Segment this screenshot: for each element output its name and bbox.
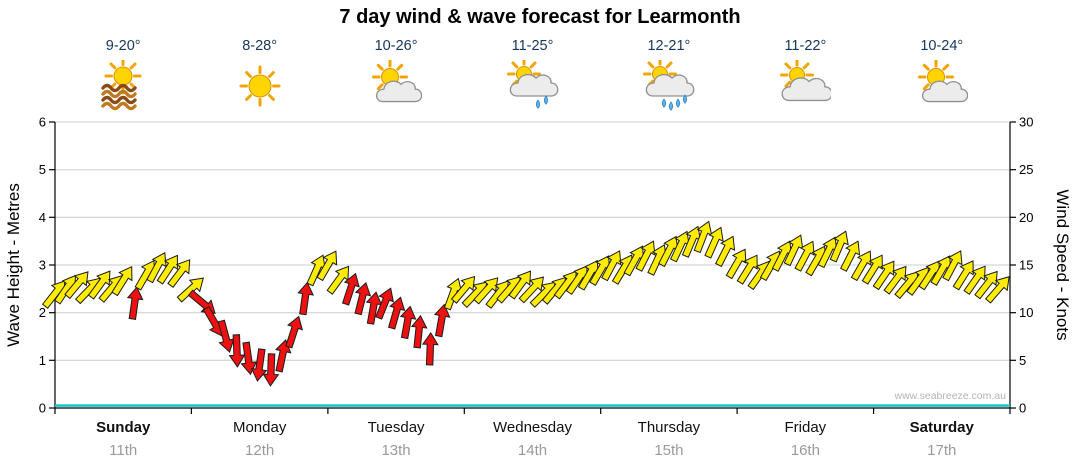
wind-arrow [156, 254, 178, 285]
gridlines [55, 121, 1010, 361]
wind-arrow [297, 281, 314, 316]
left-axis-tick-label: 2 [39, 305, 46, 320]
weather-icon-sunny [234, 60, 286, 112]
chart-title: 7 day wind & wave forecast for Learmonth [339, 6, 741, 28]
right-axis-tick-label: 20 [1019, 210, 1033, 225]
day-temp-sunday: 9-20° [105, 38, 141, 54]
day-temp-monday: 8-28° [242, 38, 278, 54]
wind-arrow [399, 305, 417, 340]
wind-arrow [872, 260, 895, 291]
right-axis-tick-label: 25 [1019, 162, 1033, 177]
wind-arrow [601, 250, 622, 282]
wind-arrow [518, 276, 545, 304]
wind-arrow [736, 254, 758, 285]
day-temp-thursday: 12-21° [647, 38, 691, 54]
day-date-thursday: 15th [654, 442, 684, 459]
day-name-wednesday: Wednesday [493, 419, 572, 436]
right-axis-tick-label: 0 [1019, 401, 1026, 416]
wind-arrow [354, 281, 372, 316]
wind-arrow [176, 277, 204, 303]
wind-arrow [829, 230, 849, 263]
wind-arrow [375, 287, 395, 320]
day-name-sunday: Sunday [96, 419, 151, 436]
wind-arrow [952, 260, 974, 291]
wind-arrow [635, 240, 656, 272]
wind-arrow [861, 254, 883, 285]
weather-icon-sun-over-water [97, 57, 149, 112]
left-axis: 0 1 2 3 4 5 6 [39, 115, 55, 416]
left-axis-tick-label: 5 [39, 162, 46, 177]
weather-icon-rain-showers [642, 57, 695, 112]
day-date-sunday: 11th [109, 442, 138, 459]
weather-icon-partly-cloudy [370, 59, 423, 112]
right-axis-tick-label: 10 [1019, 305, 1033, 320]
wind-arrow [942, 250, 963, 282]
wind-arrow [974, 270, 998, 300]
right-axis-tick-label: 15 [1019, 258, 1033, 273]
wind-arrow [984, 276, 1010, 304]
wind-arrow [850, 250, 872, 282]
right-axis-tick-label: 30 [1019, 115, 1033, 130]
left-axis-tick-label: 0 [39, 401, 46, 416]
day-temp-tuesday: 10-26° [374, 38, 418, 54]
wind-arrow [715, 235, 736, 268]
wind-arrow [450, 275, 476, 304]
day-name-monday: Monday [232, 419, 287, 436]
wind-arrow [508, 270, 532, 300]
left-axis-tick-label: 3 [39, 258, 46, 273]
day-date-monday: 12th [245, 442, 275, 459]
wind-arrow [704, 226, 724, 259]
wind-arrow [87, 270, 111, 300]
wind-arrow [421, 331, 439, 366]
left-axis-tick-label: 4 [39, 210, 46, 225]
wind-arrow [64, 271, 89, 300]
wind-arrow [316, 250, 338, 282]
day-temp-friday: 11-22° [784, 38, 827, 54]
wind-arrow [250, 348, 268, 382]
wind-arrow [262, 353, 280, 387]
day-ticks [54, 408, 1011, 414]
weather-icon-light-showers [506, 57, 559, 112]
wind-arrow [187, 289, 216, 314]
day-name-tuesday: Tuesday [367, 419, 425, 436]
day-date-wednesday: 14th [517, 442, 548, 459]
wind-arrow [167, 259, 191, 289]
day-name-thursday: Thursday [637, 419, 701, 436]
wind-arrow [274, 339, 292, 373]
day-name-saturday: Saturday [909, 419, 974, 436]
wind-arrow [473, 277, 499, 305]
wind-arrow [228, 334, 246, 368]
weather-icon-partly-cloudy [916, 59, 969, 112]
wind-arrow [725, 248, 747, 280]
wind-arrow [111, 265, 133, 297]
wind-arrow [794, 240, 815, 272]
wind-arrow [387, 296, 406, 330]
day-date-saturday: 17th [927, 442, 957, 459]
day-name-friday: Friday [784, 419, 827, 436]
wind-arrow [341, 272, 360, 306]
left-axis-tick-label: 1 [39, 353, 46, 368]
wind-arrow [240, 341, 258, 376]
wind-arrow [840, 240, 861, 272]
wind-arrow [963, 265, 986, 295]
wind-arrow [433, 303, 451, 338]
right-axis: 0 5 10 15 20 25 30 [1010, 115, 1033, 416]
wind-arrows [41, 220, 1010, 387]
day-date-tuesday: 13th [381, 442, 411, 459]
watermark: www.seabreeze.com.au [894, 390, 1006, 402]
right-axis-tick-label: 5 [1019, 353, 1026, 368]
wind-arrow [146, 251, 167, 284]
day-temp-wednesday: 11-25° [511, 38, 554, 54]
left-axis-tick-label: 6 [39, 115, 46, 130]
day-date-friday: 16th [790, 442, 820, 459]
wind-arrow [410, 314, 428, 349]
wind-arrow [883, 265, 907, 295]
wind-arrow [285, 315, 304, 349]
day-temp-saturday: 10-24° [920, 38, 964, 54]
wind-arrow [126, 286, 144, 320]
